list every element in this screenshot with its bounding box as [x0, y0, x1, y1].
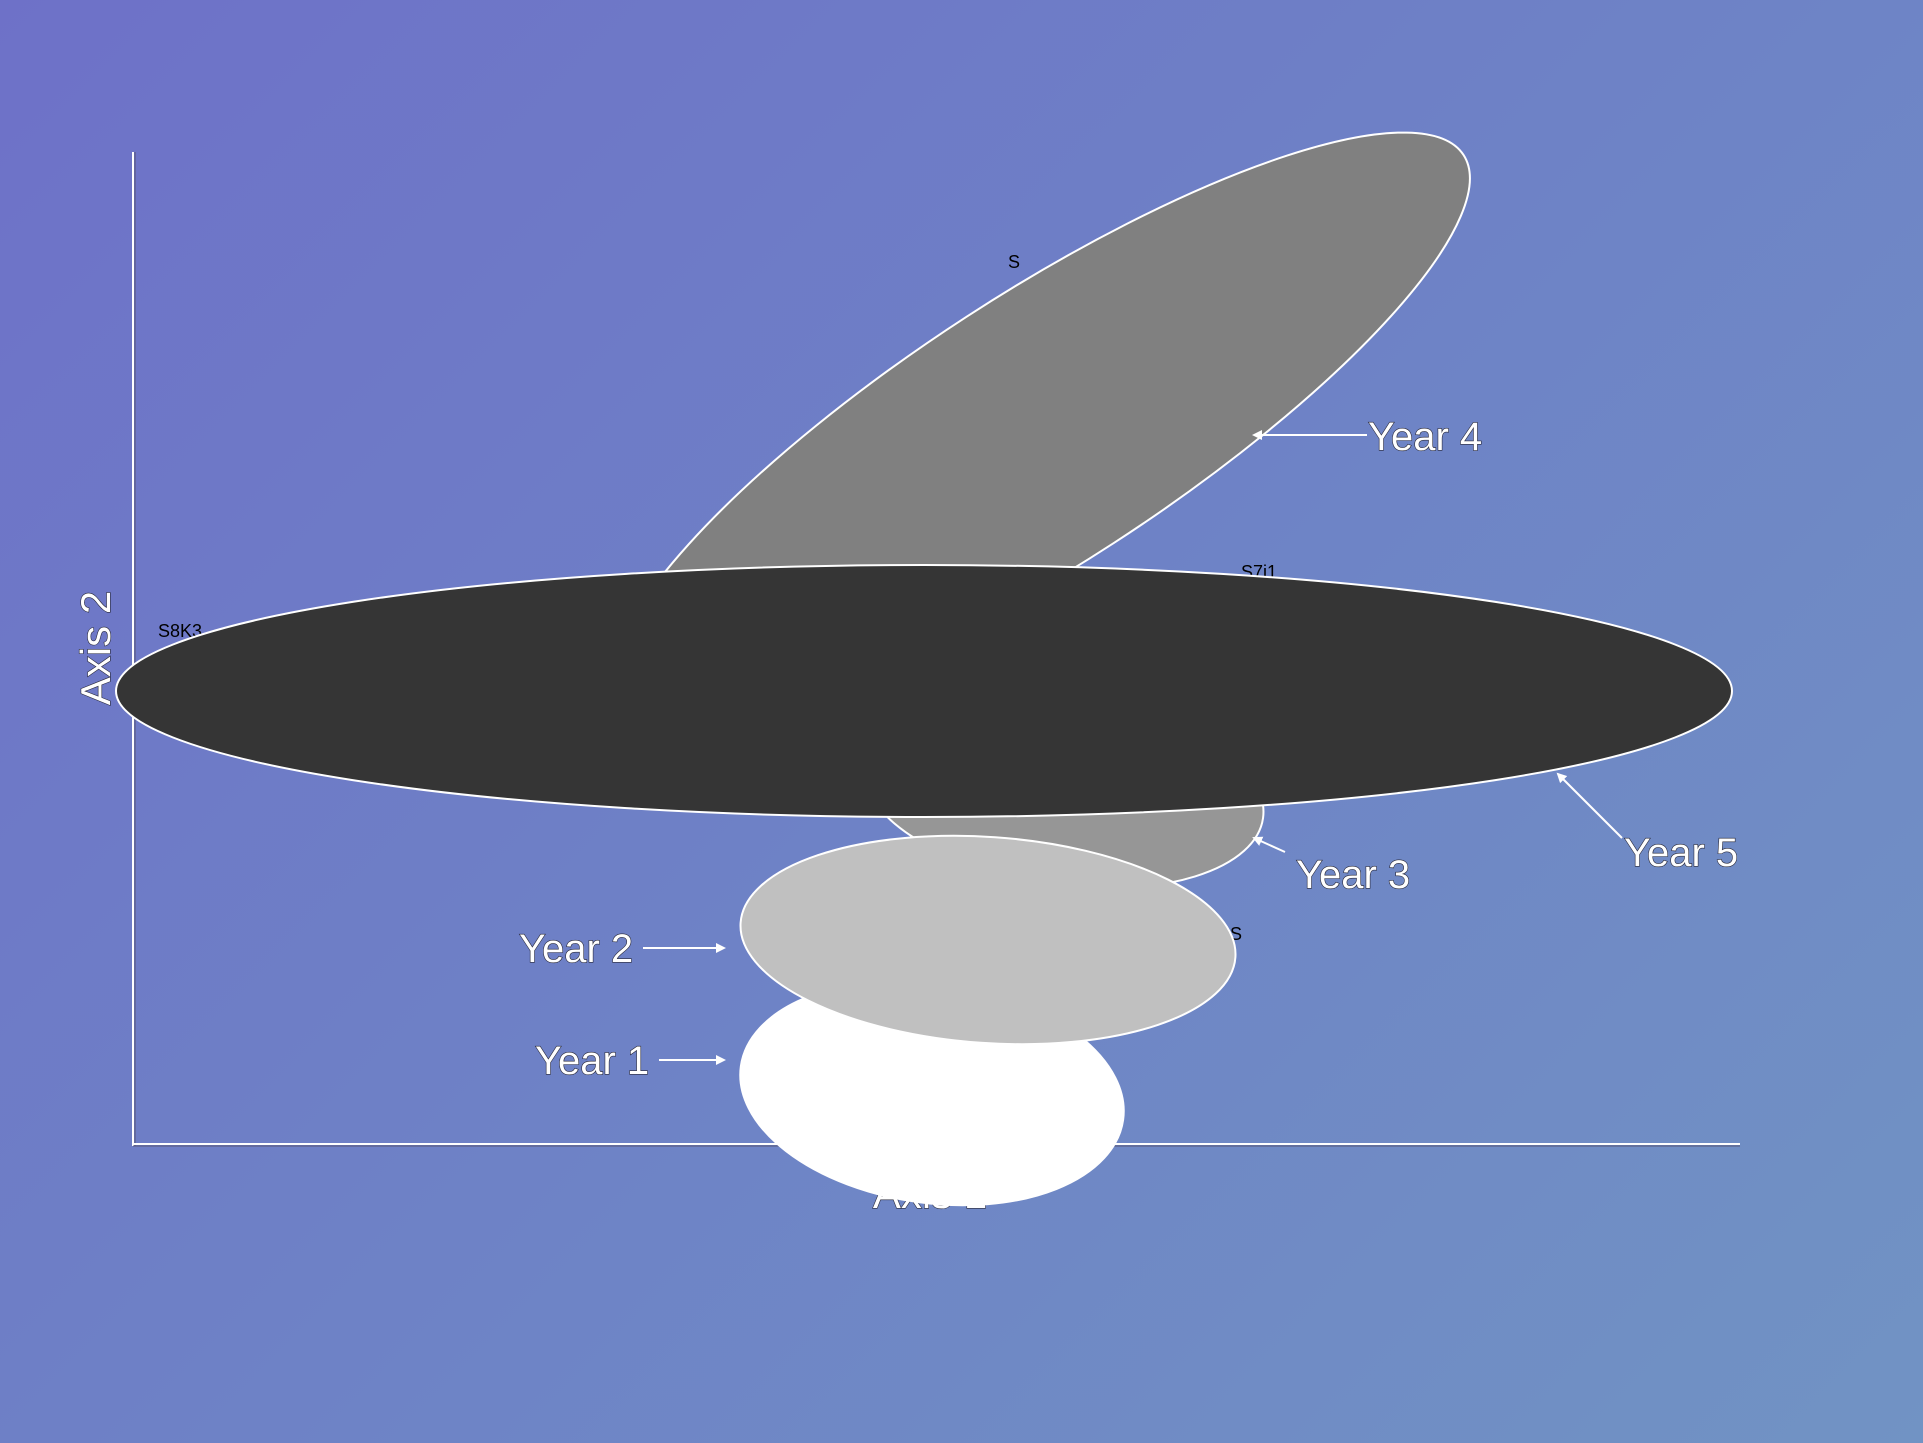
point-label-s8k3: S8K3	[158, 621, 202, 641]
label-year-5: Year 5	[1624, 831, 1738, 875]
label-year-4: Year 4	[1368, 415, 1482, 459]
label-year-2: Year 2	[519, 927, 633, 971]
arrow-year-3	[1252, 836, 1286, 853]
y-axis-title: Axis 2	[72, 591, 119, 705]
ellipse-year-5	[115, 564, 1733, 818]
label-year-3: Year 3	[1296, 853, 1410, 897]
arrow-year-5	[1556, 772, 1623, 839]
label-year-1: Year 1	[535, 1039, 649, 1083]
ellipse-year-2	[739, 834, 1237, 1046]
point-label-s-top: S	[1008, 252, 1020, 272]
